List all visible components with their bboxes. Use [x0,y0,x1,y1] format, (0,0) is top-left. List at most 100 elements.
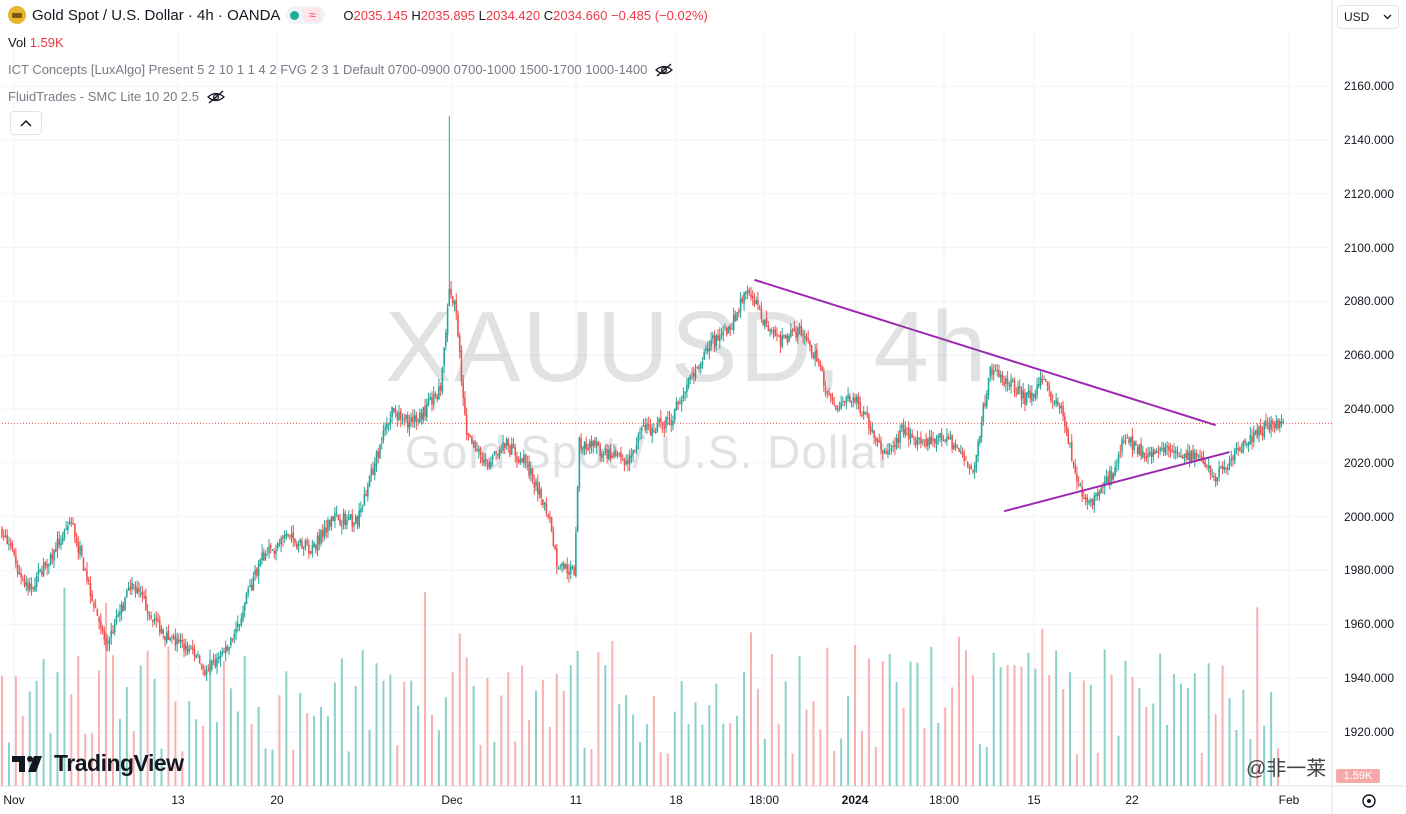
candle-body [1221,465,1224,469]
candle-body [502,442,504,451]
candle-body [857,397,860,404]
tradingview-logo[interactable]: TradingView [12,750,184,777]
candle-body [670,420,673,425]
candle-body [1148,452,1151,456]
candle-body [15,555,17,565]
volume-bar [833,750,836,786]
candle-body [888,449,891,451]
volume-bar [1075,753,1078,786]
candle-body [1166,445,1168,448]
volume-bar [14,675,17,786]
indicator-legend-smc[interactable]: FluidTrades - SMC Lite 10 20 2.5 [8,89,225,104]
candle-body [561,562,563,566]
candle-body [516,456,518,462]
volume-bar [84,733,87,786]
candle-body [916,437,919,445]
candle-body [781,335,784,348]
support-trendline[interactable] [1003,451,1230,513]
candle-body [484,458,487,462]
candle-body [490,461,492,468]
candle-body [1006,378,1009,385]
candle-body [554,546,556,550]
candle-body [1273,423,1276,428]
candle-body [399,411,402,420]
candle-body [847,395,849,399]
volume-bar [403,681,406,786]
candle-body [197,654,199,656]
resistance-trendline[interactable] [754,278,1216,427]
candle-body [1131,435,1134,450]
hidden-eye-icon[interactable] [655,63,674,77]
market-status-pill[interactable]: ≈ [286,6,326,24]
candle-body [439,385,442,391]
candle-body [1126,437,1129,439]
candle-body [897,438,900,443]
volume-legend[interactable]: Vol 1.59K [8,35,64,50]
scroll-to-realtime-icon[interactable] [1360,792,1378,810]
price-tick-label: 1920.000 [1343,724,1394,739]
candle-body [162,629,165,635]
hidden-eye-icon[interactable] [207,90,225,104]
volume-bar [701,724,704,786]
candle-body [365,493,367,496]
indicator-legend-ict[interactable]: ICT Concepts [LuxAlgo] Present 5 2 10 1 … [8,62,674,77]
candle-body [1017,386,1019,395]
candle-body [809,341,811,347]
candle-body [1041,379,1044,382]
candle-body [601,453,603,458]
candle-body [751,295,754,299]
candle-body [774,329,777,337]
candle-body [190,647,192,649]
candle-body [1233,450,1236,462]
candle-body [9,543,12,545]
price-tick-label: 2100.000 [1343,240,1394,255]
candle-body [932,438,934,441]
candle-body [273,551,276,554]
candle-body [242,611,244,621]
candle-body [448,288,451,307]
candle-body [973,466,976,473]
candle-body [965,459,967,461]
candle-body [689,375,692,380]
candle-body [405,414,407,420]
time-tick-label: 11 [569,793,583,807]
candle-body [1277,420,1279,429]
candle-body [1136,447,1139,454]
ohlc-values: O2035.145 H2035.895 L2034.420 C2034.660 … [343,7,708,23]
time-tick-label: 20 [270,793,284,807]
candle-body [991,368,993,376]
candle-body [1039,377,1042,386]
candle-body [793,328,796,332]
candle-body [472,441,475,444]
candle-body [651,428,653,436]
candle-body [457,314,459,337]
candle-body [1232,456,1234,460]
candle-body [906,428,908,430]
candle-body [224,646,227,654]
volume-bar [424,592,427,786]
volume-bar [292,749,295,786]
candle-body [209,667,211,670]
candle-body [453,301,456,305]
candle-body [216,657,218,667]
collapse-legend-button[interactable] [10,111,42,135]
symbol-title[interactable]: Gold Spot / U.S. Dollar · 4h · OANDA [32,6,281,24]
candle-body [552,531,555,546]
candle-body [249,585,251,588]
candle-body [637,434,640,444]
candle-body [798,327,801,329]
candle-body [353,522,355,526]
candle-body [571,567,574,569]
currency-select[interactable]: USD [1337,5,1399,29]
candle-body [467,433,470,436]
volume-bar [1159,653,1162,786]
candle-body [807,337,810,341]
candle-body [1013,380,1016,393]
volume-bar [313,715,316,786]
candle-body [446,306,449,335]
candle-body [230,637,232,646]
volume-bar [229,688,232,786]
candle-body [824,387,827,390]
chevron-up-icon [20,119,32,127]
